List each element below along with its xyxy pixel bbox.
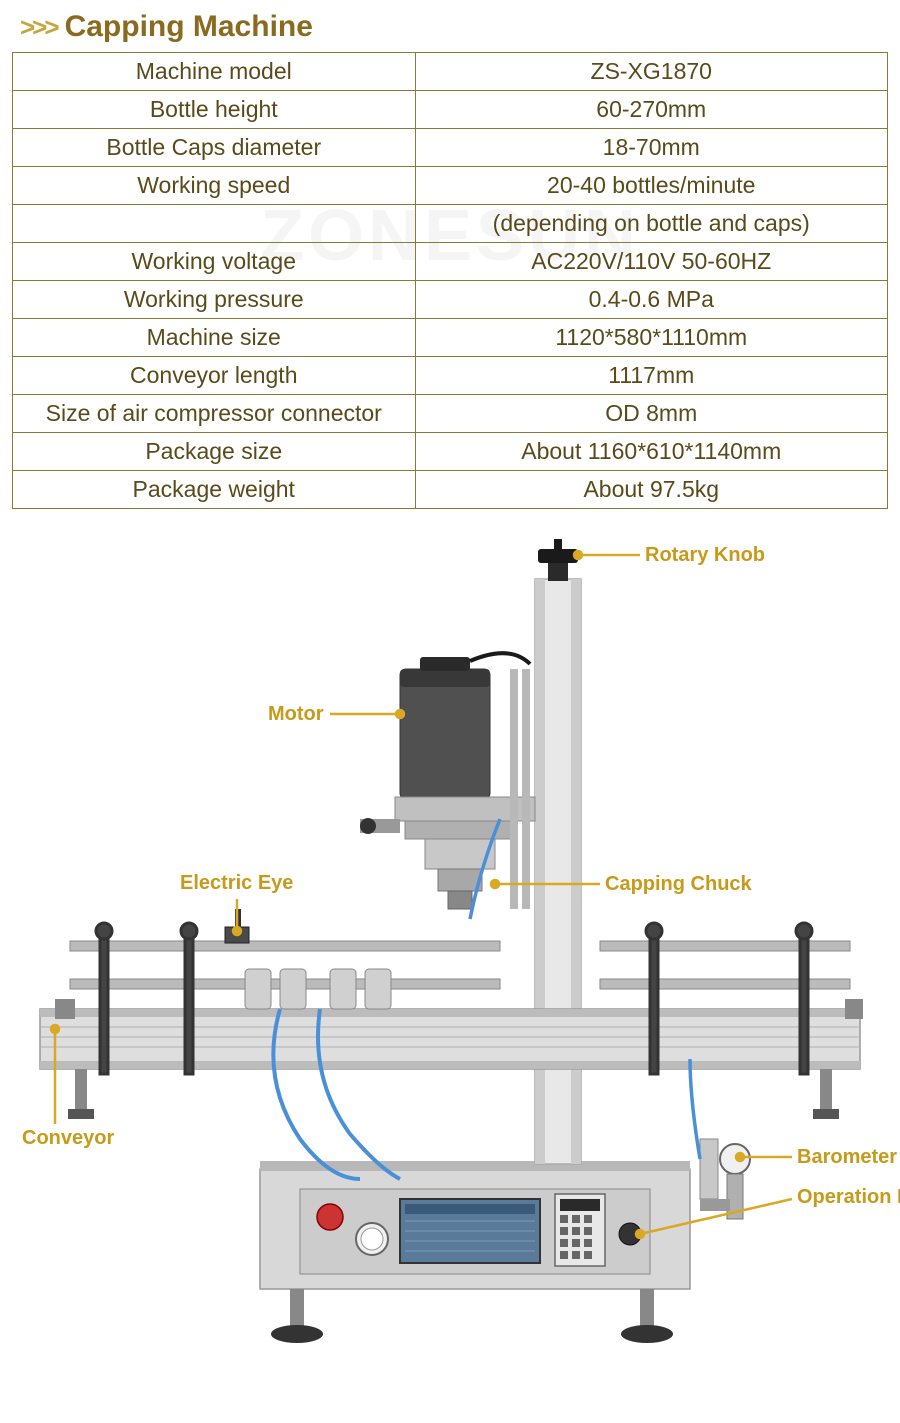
table-row: Working voltageAC220V/110V 50-60HZ bbox=[13, 243, 888, 281]
table-row: (depending on bottle and caps) bbox=[13, 205, 888, 243]
spec-value: (depending on bottle and caps) bbox=[415, 205, 888, 243]
spec-label: Working voltage bbox=[13, 243, 416, 281]
spec-label bbox=[13, 205, 416, 243]
spec-value: 1117mm bbox=[415, 357, 888, 395]
spec-value: 20-40 bottles/minute bbox=[415, 167, 888, 205]
table-row: Package weightAbout 97.5kg bbox=[13, 471, 888, 509]
chevron-icon: >>> bbox=[20, 12, 57, 43]
label-electric-eye: Electric Eye bbox=[180, 872, 293, 895]
spec-label: Conveyor length bbox=[13, 357, 416, 395]
spec-value: ZS-XG1870 bbox=[415, 53, 888, 91]
spec-label: Size of air compressor connector bbox=[13, 395, 416, 433]
spec-table: Machine modelZS-XG1870Bottle height60-27… bbox=[12, 52, 888, 509]
spec-label: Working pressure bbox=[13, 281, 416, 319]
spec-value: About 97.5kg bbox=[415, 471, 888, 509]
spec-label: Machine size bbox=[13, 319, 416, 357]
spec-label: Bottle height bbox=[13, 91, 416, 129]
label-motor: Motor bbox=[268, 703, 324, 726]
spec-label: Machine model bbox=[13, 53, 416, 91]
machine-diagram: Rotary Knob Motor Electric Eye Capping C… bbox=[0, 539, 900, 1359]
label-conveyor: Conveyor bbox=[22, 1127, 114, 1150]
spec-label: Package weight bbox=[13, 471, 416, 509]
spec-label: Package size bbox=[13, 433, 416, 471]
spec-value: OD 8mm bbox=[415, 395, 888, 433]
table-row: Working speed20-40 bottles/minute bbox=[13, 167, 888, 205]
spec-label: Working speed bbox=[13, 167, 416, 205]
table-row: Package sizeAbout 1160*610*1140mm bbox=[13, 433, 888, 471]
label-operation-panel: Operation Panel bbox=[797, 1186, 900, 1209]
machine-svg bbox=[0, 539, 900, 1359]
table-row: Machine modelZS-XG1870 bbox=[13, 53, 888, 91]
spec-label: Bottle Caps diameter bbox=[13, 129, 416, 167]
spec-value: 60-270mm bbox=[415, 91, 888, 129]
label-barometer: Barometer bbox=[797, 1146, 897, 1169]
table-row: Working pressure0.4-0.6 MPa bbox=[13, 281, 888, 319]
page-title: Capping Machine bbox=[65, 10, 313, 44]
table-row: Bottle Caps diameter18-70mm bbox=[13, 129, 888, 167]
spec-value: 0.4-0.6 MPa bbox=[415, 281, 888, 319]
spec-value: 18-70mm bbox=[415, 129, 888, 167]
table-row: Conveyor length1117mm bbox=[13, 357, 888, 395]
spec-value: 1120*580*1110mm bbox=[415, 319, 888, 357]
label-capping-chuck: Capping Chuck bbox=[605, 873, 752, 896]
spec-value: AC220V/110V 50-60HZ bbox=[415, 243, 888, 281]
spec-value: About 1160*610*1140mm bbox=[415, 433, 888, 471]
table-row: Size of air compressor connectorOD 8mm bbox=[13, 395, 888, 433]
table-row: Machine size1120*580*1110mm bbox=[13, 319, 888, 357]
header: >>> Capping Machine bbox=[0, 0, 900, 52]
label-rotary-knob: Rotary Knob bbox=[645, 544, 765, 567]
table-row: Bottle height60-270mm bbox=[13, 91, 888, 129]
